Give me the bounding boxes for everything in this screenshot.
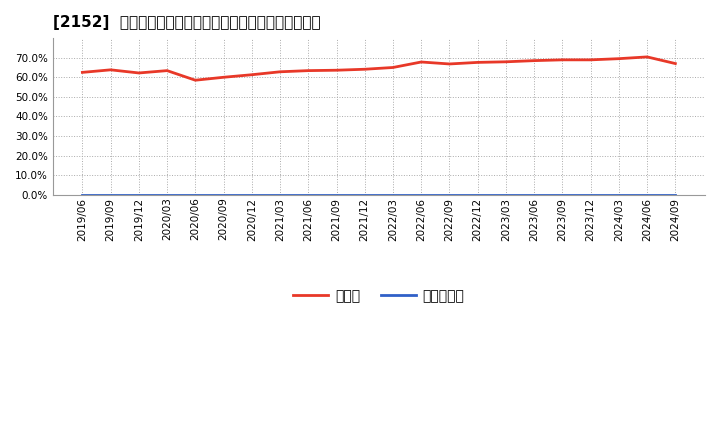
現頑金 — [78, 70, 86, 75]
有利子負債 — [107, 192, 115, 198]
現頑金 — [389, 65, 397, 70]
現頑金 — [445, 61, 454, 66]
有利子負債 — [276, 192, 284, 198]
現頑金 — [304, 68, 312, 73]
Text: [2152]  現頑金、有利子負債の総資産に対する比率の推移: [2152] 現頑金、有利子負債の総資産に対する比率の推移 — [53, 15, 320, 30]
現頑金 — [417, 59, 426, 65]
現頑金 — [361, 66, 369, 72]
現頑金 — [502, 59, 510, 64]
現頑金 — [332, 68, 341, 73]
有利子負債 — [163, 192, 171, 198]
有利子負債 — [473, 192, 482, 198]
現頑金 — [191, 77, 199, 83]
現頑金 — [276, 69, 284, 74]
現頑金 — [248, 72, 256, 77]
有利子負債 — [530, 192, 539, 198]
現頑金 — [135, 70, 143, 76]
有利子負債 — [643, 192, 652, 198]
現頑金 — [615, 56, 624, 61]
現頑金 — [107, 67, 115, 73]
有利子負債 — [502, 192, 510, 198]
現頑金 — [586, 57, 595, 62]
有利子負債 — [332, 192, 341, 198]
Legend: 現頑金, 有利子負債: 現頑金, 有利子負債 — [288, 283, 470, 308]
現頑金 — [643, 54, 652, 59]
有利子負債 — [135, 192, 143, 198]
有利子負債 — [304, 192, 312, 198]
有利子負債 — [586, 192, 595, 198]
現頑金 — [530, 58, 539, 63]
現頑金 — [473, 60, 482, 65]
現頑金 — [220, 75, 228, 80]
有利子負債 — [78, 192, 86, 198]
有利子負債 — [445, 192, 454, 198]
有利子負債 — [615, 192, 624, 198]
有利子負債 — [191, 192, 199, 198]
有利子負債 — [558, 192, 567, 198]
有利子負債 — [220, 192, 228, 198]
有利子負債 — [671, 192, 680, 198]
有利子負債 — [417, 192, 426, 198]
現頑金 — [671, 61, 680, 66]
Line: 現頑金: 現頑金 — [82, 57, 675, 80]
有利子負債 — [389, 192, 397, 198]
有利子負債 — [248, 192, 256, 198]
有利子負債 — [361, 192, 369, 198]
現頑金 — [163, 68, 171, 73]
現頑金 — [558, 57, 567, 62]
